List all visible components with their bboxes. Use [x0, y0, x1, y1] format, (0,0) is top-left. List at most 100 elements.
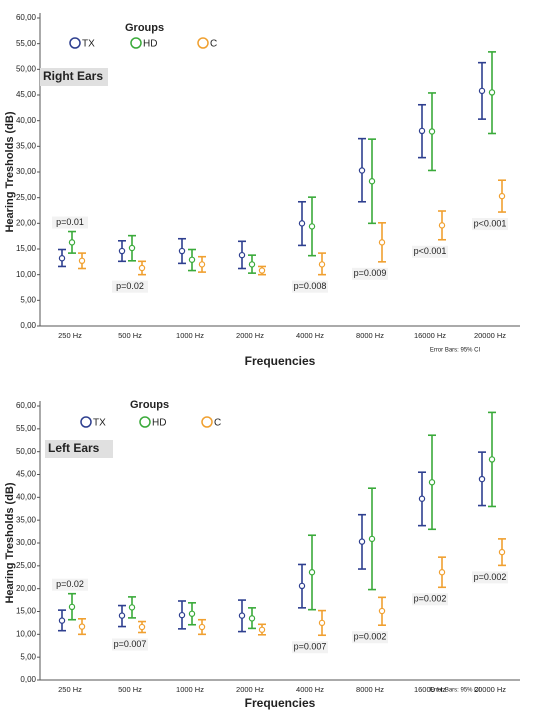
- panel-label: Left Ears: [48, 441, 100, 455]
- y-tick-label: 55,00: [16, 39, 37, 48]
- mean-marker: [428, 128, 436, 135]
- p-value: p=0.002: [414, 594, 447, 604]
- y-tick-label: 20,00: [16, 218, 37, 227]
- mean-marker: [438, 222, 446, 229]
- p-value: p<0.001: [414, 246, 447, 256]
- mean-marker: [298, 220, 306, 227]
- legend-title: Groups: [130, 399, 169, 411]
- y-tick-label: 25,00: [16, 561, 37, 570]
- legend-label: C: [210, 39, 217, 50]
- mean-marker: [178, 247, 186, 255]
- p-value: p=0.01: [56, 217, 84, 227]
- mean-marker: [488, 89, 496, 96]
- x-tick-label: 4000 Hz: [296, 331, 324, 340]
- y-tick-label: 45,00: [16, 470, 37, 479]
- y-tick-label: 55,00: [16, 424, 37, 433]
- p-value: p=0.007: [114, 639, 147, 649]
- mean-marker: [378, 239, 386, 246]
- mean-marker: [238, 612, 246, 619]
- mean-marker: [248, 615, 256, 622]
- p-value: p=0.007: [294, 642, 327, 652]
- p-value-bg: [412, 245, 448, 258]
- mean-marker: [198, 623, 206, 631]
- mean-marker: [178, 611, 186, 619]
- mean-marker: [188, 610, 196, 617]
- mean-marker: [118, 612, 126, 619]
- mean-marker: [358, 167, 366, 174]
- x-axis-label: Frequencies: [245, 696, 316, 710]
- legend-marker: [197, 37, 209, 49]
- mean-marker: [498, 192, 506, 200]
- p-value-bg: [472, 218, 508, 231]
- x-tick-label: 4000 Hz: [296, 685, 324, 694]
- x-tick-label: 8000 Hz: [356, 685, 384, 694]
- y-tick-label: 30,00: [16, 167, 37, 176]
- p-value: p=0.009: [354, 268, 387, 278]
- p-value: p=0.02: [116, 281, 144, 291]
- mean-marker: [58, 255, 66, 262]
- x-tick-label: 2000 Hz: [236, 685, 264, 694]
- x-tick-label: 1000 Hz: [176, 685, 204, 694]
- mean-marker: [308, 223, 316, 230]
- mean-marker: [188, 256, 196, 263]
- legend-marker: [139, 416, 151, 428]
- x-tick-label: 2000 Hz: [236, 331, 264, 340]
- x-tick-label: 250 Hz: [58, 685, 82, 694]
- p-value-bg: [52, 578, 88, 591]
- legend-marker: [201, 416, 213, 428]
- y-tick-label: 10,00: [16, 629, 37, 638]
- p-value-bg: [352, 631, 388, 644]
- y-tick-label: 25,00: [16, 193, 37, 202]
- mean-marker: [428, 479, 436, 486]
- y-tick-label: 15,00: [16, 607, 37, 616]
- y-tick-label: 45,00: [16, 90, 37, 99]
- legend-label: HD: [143, 39, 157, 50]
- legend-marker: [130, 37, 142, 49]
- y-tick-label: 0,00: [20, 321, 36, 330]
- note: Error Bars: 95% CI: [430, 348, 481, 354]
- p-value: p=0.008: [294, 281, 327, 291]
- y-tick-label: 5,00: [20, 652, 36, 661]
- y-tick-label: 50,00: [16, 64, 37, 73]
- mean-marker: [418, 495, 426, 502]
- legend-marker: [69, 37, 81, 49]
- y-tick-label: 20,00: [16, 584, 37, 593]
- mean-marker: [368, 178, 376, 185]
- mean-marker: [238, 251, 246, 259]
- y-tick-label: 15,00: [16, 244, 37, 253]
- mean-marker: [258, 626, 266, 633]
- x-tick-label: 1000 Hz: [176, 331, 204, 340]
- legend-label: C: [214, 418, 221, 429]
- legend-label: TX: [93, 418, 106, 429]
- x-tick-label: 8000 Hz: [356, 331, 384, 340]
- y-tick-label: 30,00: [16, 538, 37, 547]
- legend-title: Groups: [125, 22, 164, 34]
- p-value-bg: [412, 593, 448, 606]
- mean-marker: [478, 87, 486, 95]
- p-value: p<0.001: [474, 218, 507, 228]
- y-tick-label: 40,00: [16, 116, 37, 125]
- mean-marker: [128, 244, 136, 252]
- y-tick-label: 10,00: [16, 270, 37, 279]
- mean-marker: [58, 617, 66, 624]
- mean-marker: [248, 261, 256, 268]
- mean-marker: [138, 264, 146, 272]
- y-tick-label: 50,00: [16, 447, 37, 456]
- mean-marker: [358, 538, 366, 545]
- mean-marker: [488, 456, 496, 463]
- mean-marker: [118, 247, 126, 255]
- x-tick-label: 20000 Hz: [474, 331, 506, 340]
- y-tick-label: 40,00: [16, 492, 37, 501]
- p-value-bg: [52, 216, 88, 229]
- x-tick-label: 16000 Hz: [414, 331, 446, 340]
- mean-marker: [78, 257, 86, 265]
- legend-label: TX: [82, 39, 95, 50]
- mean-marker: [258, 267, 266, 274]
- p-value: p=0.02: [56, 579, 84, 589]
- p-value-bg: [292, 280, 328, 293]
- mean-marker: [308, 569, 316, 576]
- x-tick-label: 500 Hz: [118, 331, 142, 340]
- y-axis-label: Hearing Tresholds (dB): [4, 111, 16, 232]
- mean-marker: [478, 475, 486, 483]
